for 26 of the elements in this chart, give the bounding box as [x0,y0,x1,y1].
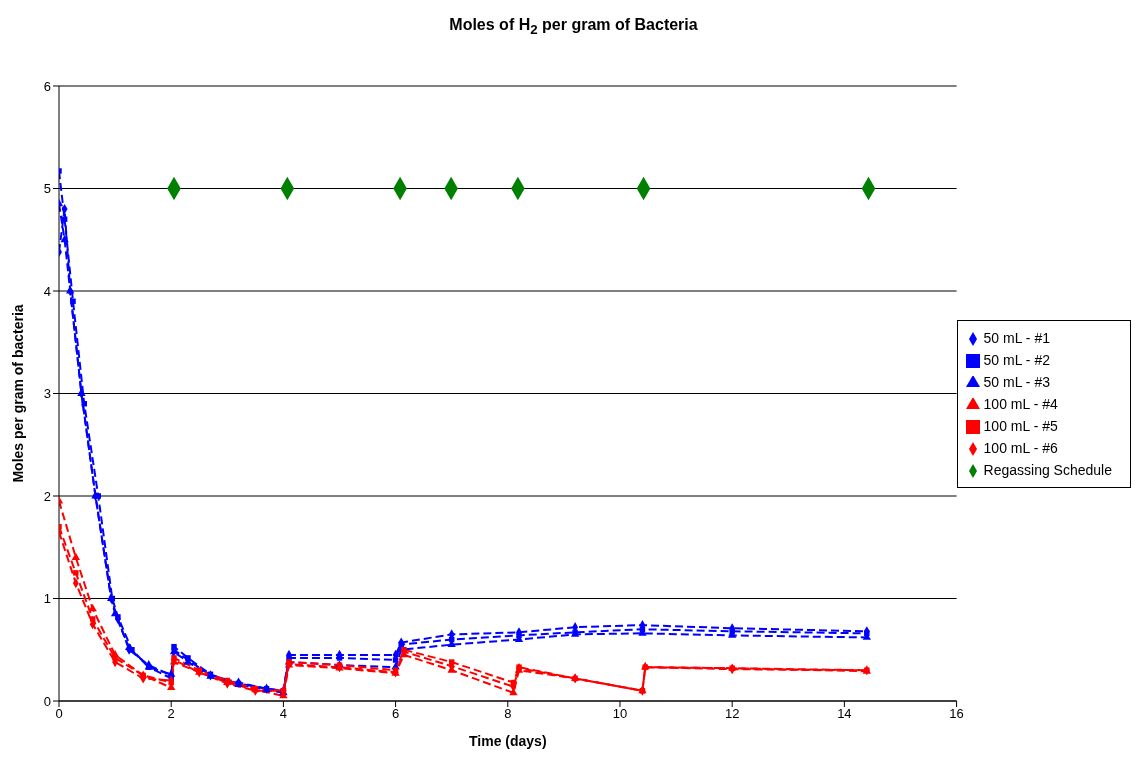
x-axis-title: Time (days) [469,733,547,749]
y-tick-label: 1 [43,591,51,607]
legend-label: 50 mL - #3 [983,373,1050,390]
y-axis-title: Moles per gram of bacteria [9,304,26,483]
y-tick-label: 3 [43,386,51,402]
x-tick-label: 14 [837,706,852,722]
x-tick-label: 8 [504,706,512,722]
legend-label: 100 mL - #6 [983,439,1058,456]
x-tick-label: 0 [55,706,63,722]
chart-title: Moles of H$_{2}$ per gram of Bacteria [448,15,699,40]
x-tick-label: 2 [167,706,175,722]
legend-label: 100 mL - #4 [983,395,1058,412]
legend-label: 50 mL - #2 [983,351,1050,368]
x-tick-label: 10 [612,706,628,722]
x-tick-label: 4 [279,706,288,722]
x-tick-label: 16 [949,706,964,722]
x-tick-label: 12 [724,706,740,722]
y-tick-label: 6 [43,78,51,94]
y-tick-label: 2 [43,488,51,504]
legend-label: 50 mL - #1 [983,329,1050,346]
x-tick-label: 6 [391,706,400,722]
y-tick-label: 0 [43,693,51,709]
y-tick-label: 4 [43,283,51,299]
y-tick-label: 5 [43,181,51,197]
legend-label: Regassing Schedule [983,461,1112,478]
legend-label: 100 mL - #5 [983,417,1058,434]
